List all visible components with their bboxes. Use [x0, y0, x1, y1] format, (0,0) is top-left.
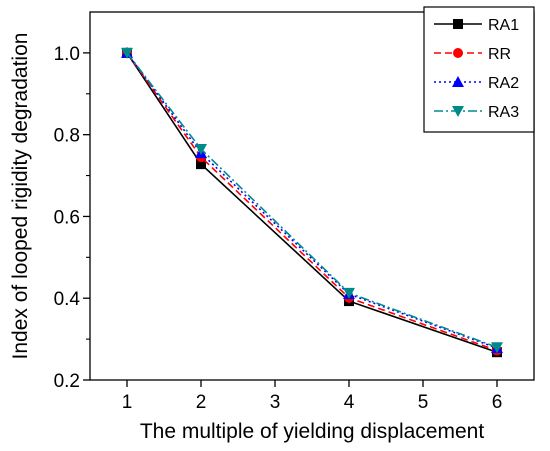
data-point-ra3	[343, 287, 355, 299]
x-tick-label: 5	[418, 392, 429, 413]
series-line-ra2	[126, 52, 498, 349]
y-tick-label: 0.6	[54, 207, 80, 228]
legend-label-ra2: RA2	[488, 75, 519, 92]
series-line-rr	[126, 52, 498, 352]
y-tick-label: 0.2	[54, 371, 80, 392]
x-tick-label: 4	[344, 392, 355, 413]
plot-frame	[89, 11, 535, 381]
x-axis-title: The multiple of yielding displacement	[140, 420, 485, 443]
legend-marker-rr	[453, 48, 463, 58]
x-tick-label: 1	[122, 392, 133, 413]
legend-box	[423, 6, 535, 133]
x-tick-label: 3	[270, 392, 281, 413]
legend-label-ra3: RA3	[488, 104, 519, 121]
legend-marker-ra3	[452, 106, 464, 117]
data-point-ra3	[195, 143, 207, 155]
series-line-ra3	[126, 52, 498, 349]
legend-marker-ra2	[452, 76, 464, 87]
x-tick-label: 2	[196, 392, 207, 413]
x-axis: 1 2 3 4 5 6	[122, 380, 503, 413]
y-tick-label: 0.8	[54, 126, 80, 147]
data-point-ra3	[121, 47, 133, 59]
y-tick-label: 0.4	[54, 289, 81, 310]
legend-marker-ra1	[453, 19, 463, 29]
y-tick-label: 1.0	[54, 44, 80, 65]
legend-label-rr: RR	[488, 46, 511, 63]
series-ra3	[121, 47, 503, 354]
data-point-ra1	[196, 159, 206, 170]
y-axis-title: Index of looped rigidity degradation	[9, 33, 32, 360]
series-layer	[121, 46, 503, 358]
x-tick-label: 6	[492, 392, 503, 413]
legend: RA1 RR RA2 RA3	[423, 6, 535, 133]
data-point-ra3	[491, 342, 503, 354]
series-line-ra1	[126, 52, 498, 353]
legend-label-ra1: RA1	[488, 17, 519, 34]
y-axis: 0.2 0.4 0.6 0.8 1.0	[54, 44, 90, 392]
